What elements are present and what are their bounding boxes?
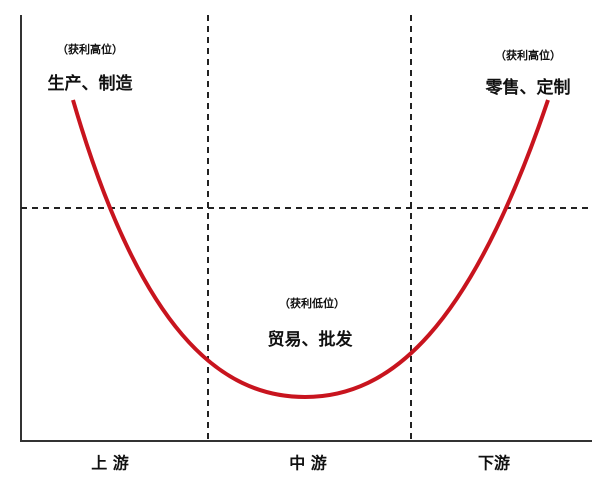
region-note: （获利高位） <box>495 48 561 62</box>
axis-label: 上 游 <box>91 454 129 473</box>
axis-label: 下游 <box>478 454 510 473</box>
region-note: （获利低位） <box>279 296 345 310</box>
axis-label: 中 游 <box>289 454 327 473</box>
smile-curve <box>71 99 550 400</box>
region-note: （获利高位） <box>57 42 123 56</box>
region-label: 贸易、批发 <box>268 329 354 350</box>
region-label: 生产、制造 <box>48 73 134 94</box>
region-label: 零售、定制 <box>485 77 571 98</box>
